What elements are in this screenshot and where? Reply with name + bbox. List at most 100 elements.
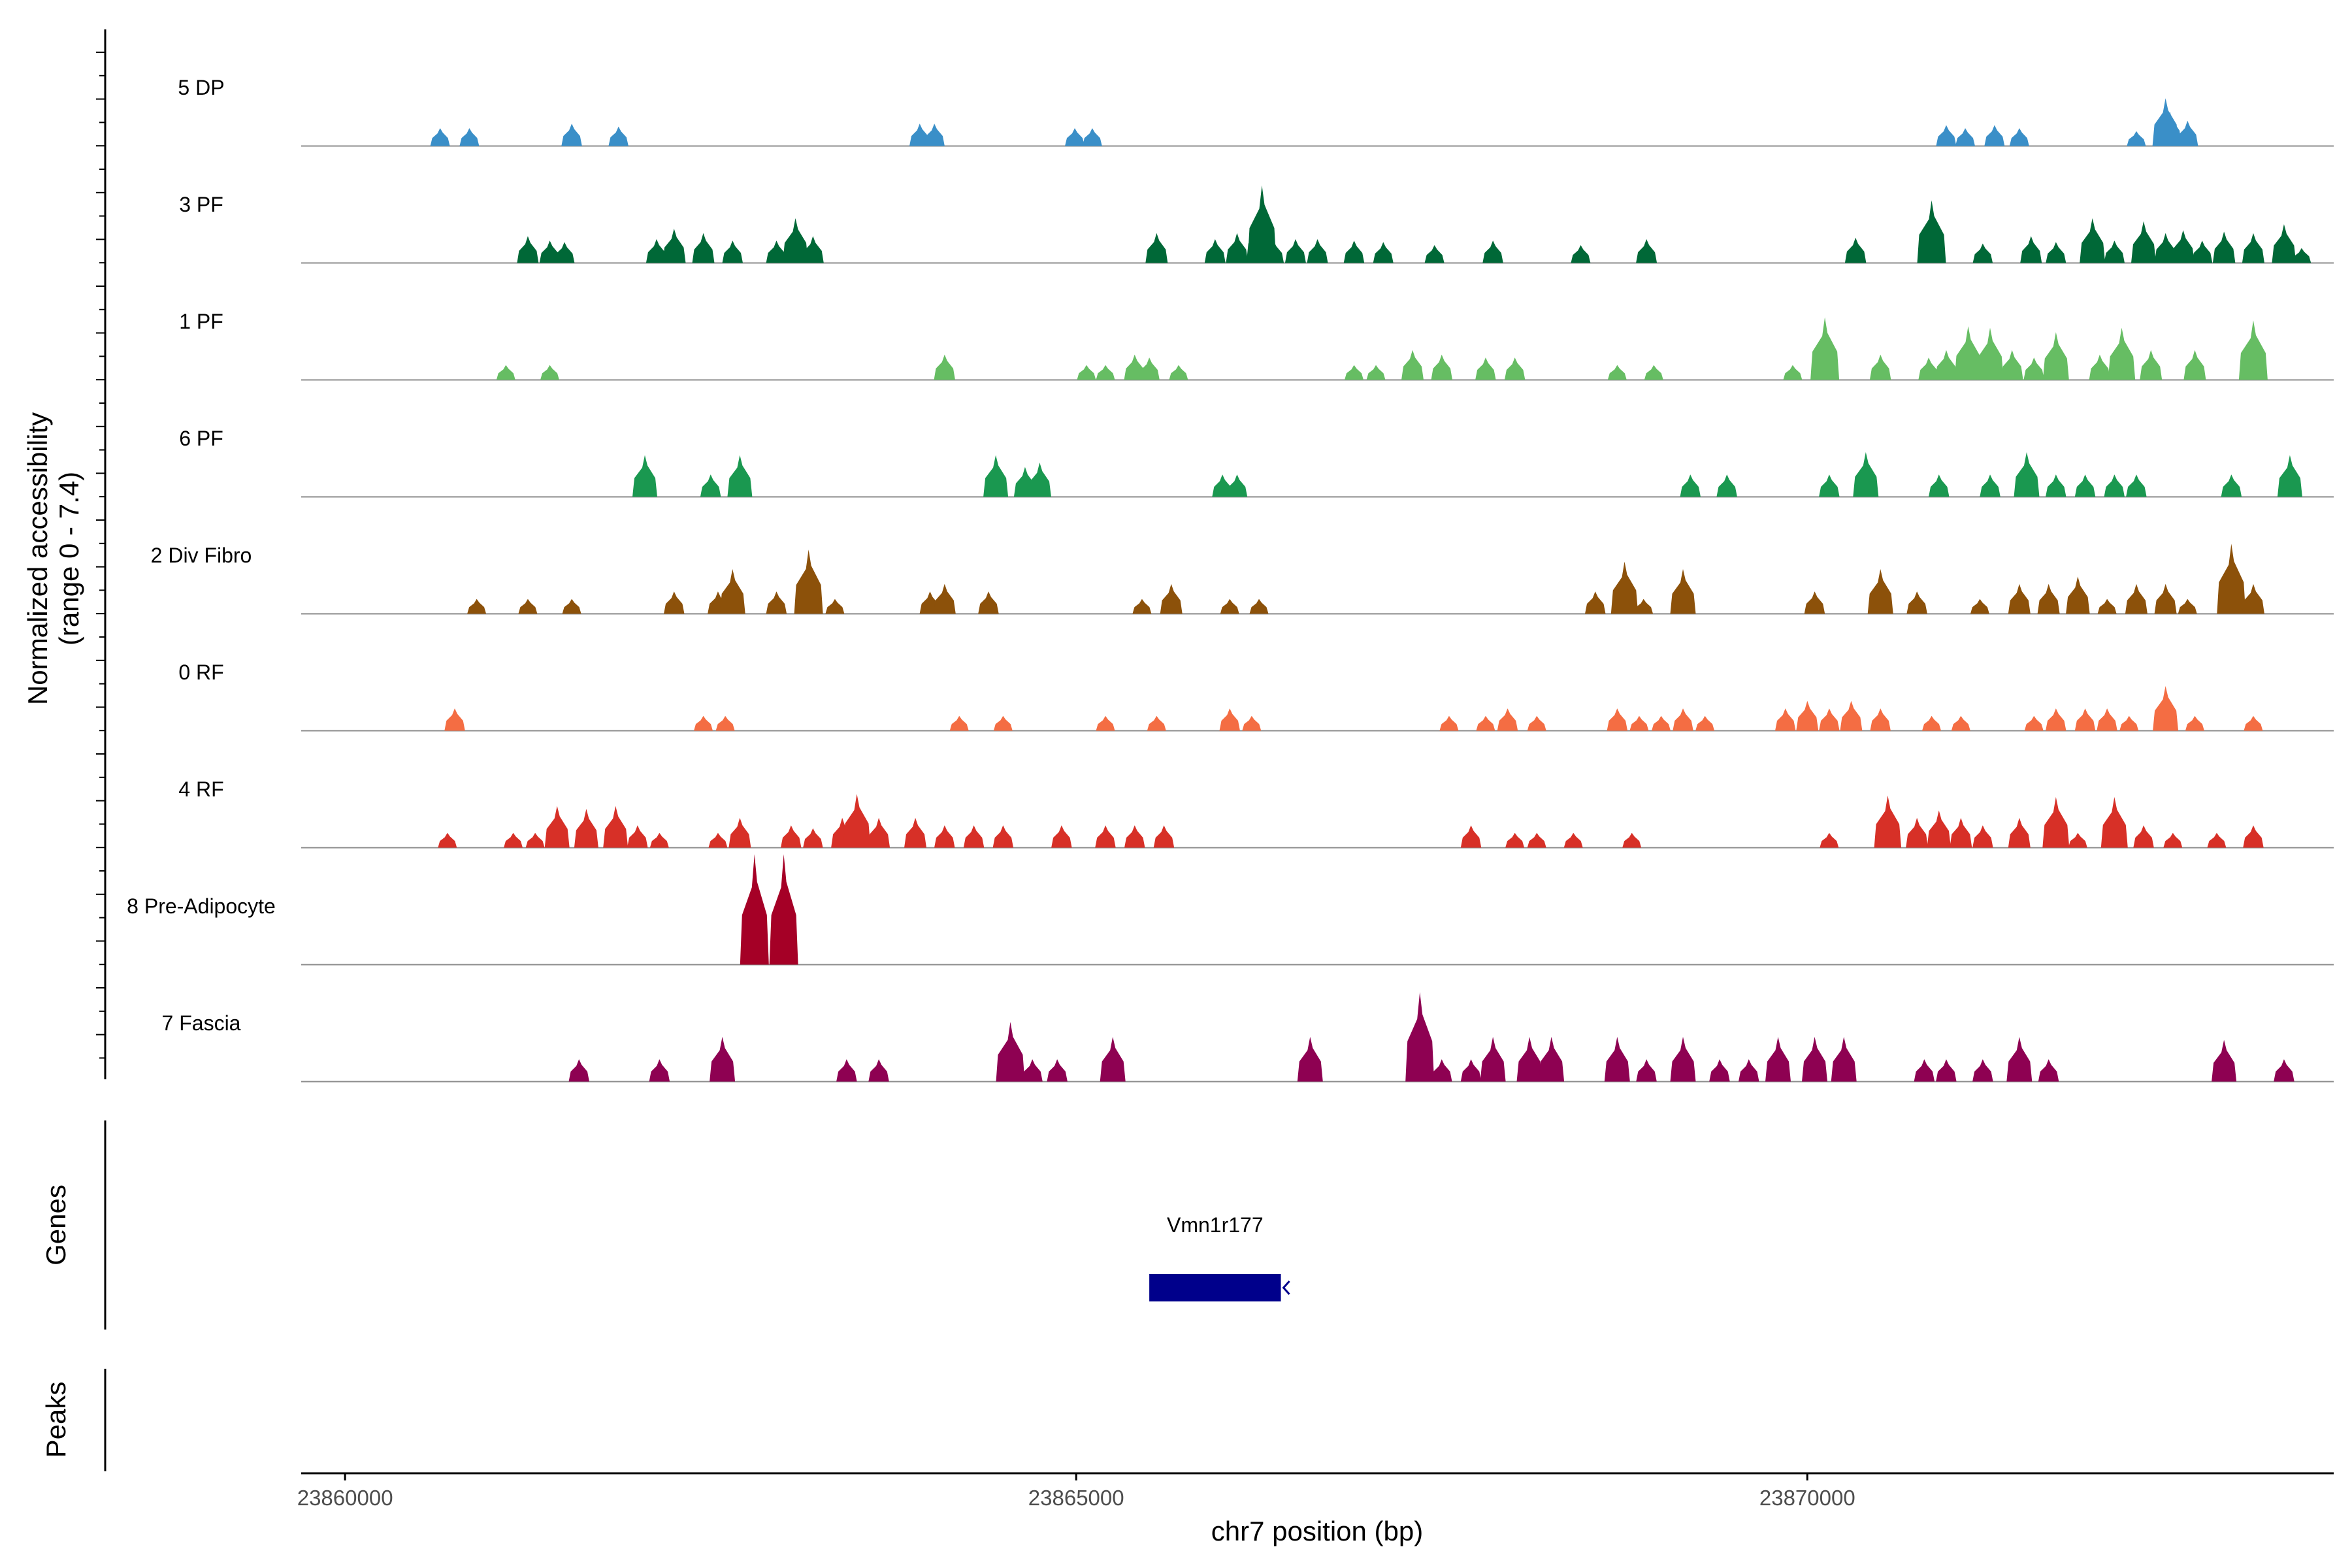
coverage-peak [603, 806, 629, 848]
coverage-peak [1918, 357, 1939, 380]
coverage-peak [836, 1059, 857, 1082]
coverage-peak [2274, 1059, 2295, 1082]
coverage-peak [708, 832, 728, 848]
coverage-peak [2097, 708, 2117, 731]
coverage-peak [2100, 796, 2128, 848]
coverage-peak [694, 715, 713, 731]
coverage-peak [1775, 708, 1796, 731]
coverage-peak [608, 126, 629, 146]
coverage-peak [727, 455, 753, 497]
coverage-peak [496, 365, 515, 380]
coverage-peak [1460, 825, 1482, 848]
coverage-peak [2133, 825, 2154, 848]
coverage-peak [1980, 474, 2001, 497]
coverage-peak [2242, 583, 2264, 614]
coverage-peak [632, 455, 657, 497]
coverage-peak [1936, 1059, 1957, 1082]
track-label: 0 RF [178, 661, 223, 684]
coverage-peak [766, 240, 787, 263]
coverage-peak [568, 1059, 589, 1082]
coverage-peak [2104, 474, 2125, 497]
coverage-peak [2176, 120, 2198, 146]
x-tick-label: 23870000 [1759, 1486, 1855, 1510]
coverage-peak [769, 854, 798, 965]
coverage-peak [2014, 452, 2040, 497]
coverage-peak [692, 233, 715, 263]
coverage-peak [1954, 326, 1982, 380]
coverage-peak [700, 474, 721, 497]
coverage-peak [2066, 576, 2090, 614]
coverage-peak [1475, 357, 1496, 380]
coverage-peak [1124, 354, 1145, 380]
coverage-peak [1431, 1059, 1452, 1082]
coverage-peak [1516, 1037, 1543, 1082]
coverage-peak [2104, 240, 2125, 263]
coverage-peak [1869, 354, 1891, 380]
coverage-peak [1622, 832, 1642, 848]
x-tick-label: 23860000 [297, 1486, 393, 1510]
x-axis-ticks: 23860000 23865000 23870000 [297, 1473, 1855, 1510]
coverage-peak [1636, 239, 1658, 263]
coverage-peak [2037, 583, 2060, 614]
coverage-peak [1765, 1037, 1791, 1082]
coverage-peak [1610, 561, 1639, 614]
coverage-peak [2127, 131, 2146, 146]
coverage-peak [1373, 242, 1394, 263]
coverage-peak [1976, 327, 2004, 380]
coverage-peak [2153, 686, 2179, 731]
genes-panel-label: Genes [41, 1184, 71, 1266]
coverage-peak [868, 817, 890, 848]
coverage-peak [2097, 598, 2117, 614]
coverage-peak [1970, 598, 1989, 614]
coverage-peak [924, 123, 945, 146]
coverage-peak [1132, 598, 1152, 614]
coverage-peak [2009, 128, 2029, 146]
coverage-peak [2185, 715, 2204, 731]
peaks-panel-label: Peaks [41, 1382, 71, 1458]
coverage-peak [1673, 708, 1693, 731]
coverage-peak [1480, 1037, 1506, 1082]
coverage-peak [2207, 832, 2227, 848]
coverage-peak [949, 715, 969, 731]
coverage-peak [1810, 317, 1840, 380]
coverage-peak [1804, 591, 1825, 614]
coverage-peak [1783, 365, 1803, 380]
coverage-peak [934, 354, 955, 380]
coverage-peak [2046, 708, 2066, 731]
coverage-peak [1695, 715, 1715, 731]
coverage-peak [1571, 245, 1591, 263]
coverage-peak [1219, 708, 1240, 731]
gene-strand-arrow [1282, 1280, 1290, 1296]
coverage-peak [1716, 474, 1737, 497]
coverage-peak [649, 1059, 670, 1082]
coverage-peak [2001, 350, 2023, 380]
coverage-peak [802, 236, 824, 263]
coverage-peak [825, 598, 845, 614]
coverage-peak [2089, 354, 2111, 380]
coverage-peak [1607, 708, 1628, 731]
coverage-peak [2158, 112, 2182, 146]
coverage-peak [1870, 708, 1891, 731]
coverage-peak [1220, 598, 1239, 614]
coverage-peak [1917, 200, 1946, 263]
coverage-peak [1874, 795, 1902, 848]
coverage-peak [1819, 708, 1840, 731]
coverage-peak [719, 569, 745, 614]
coverage-peak [561, 123, 582, 146]
coverage-peak [1345, 365, 1364, 380]
coverage-peak [649, 832, 669, 848]
coverage-peak [993, 715, 1013, 731]
coverage-peak [1424, 245, 1445, 263]
coverage-peak [2244, 715, 2263, 731]
coverage-peak [438, 832, 457, 848]
coverage-peak [2154, 233, 2177, 263]
coverage-peak [2108, 327, 2136, 380]
coverage-peak [1972, 1059, 1993, 1082]
coverage-peak [1047, 1059, 1068, 1082]
coverage-peak [2126, 474, 2147, 497]
coverage-peak [1100, 1037, 1126, 1082]
coverage-peak [1527, 832, 1546, 848]
coverage-peak [728, 817, 751, 848]
track-label: 8 Pre-Adipocyte [127, 894, 276, 918]
coverage-tracks: 5 DP 3 PF 1 PF 6 PF 2 Div Fibro 0 RF 4 RF 8 Pre… [127, 76, 2334, 1083]
